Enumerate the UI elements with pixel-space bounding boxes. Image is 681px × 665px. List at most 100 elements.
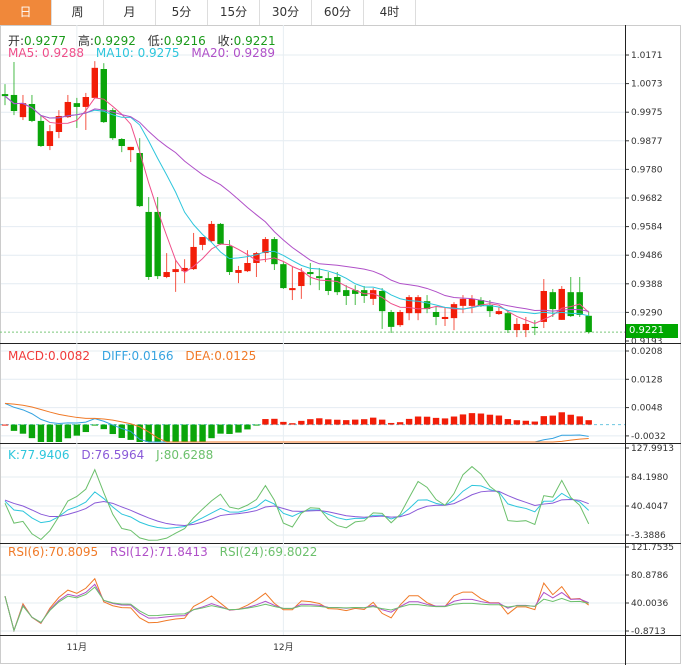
y-tick-label: 1.0171 (631, 51, 663, 61)
candle-down (477, 300, 485, 306)
candle-up (414, 297, 422, 314)
candle-down (432, 312, 440, 317)
y-tick-label: 40.0036 (631, 599, 668, 609)
candle-up (468, 298, 476, 306)
candle-up (459, 298, 467, 306)
candle-down (486, 305, 494, 312)
macd-bar (37, 424, 45, 442)
y-tick-label: 0.9780 (631, 165, 663, 175)
candle-up (540, 290, 547, 322)
candle-up (262, 239, 269, 254)
candle-up (199, 237, 206, 245)
y-tick-label: 0.9193 (631, 337, 663, 347)
macd-bar (46, 424, 54, 442)
candle-up (163, 272, 170, 277)
y-tick-label: 0.9290 (631, 308, 663, 318)
macd-bar (423, 416, 431, 425)
candle-down (217, 223, 224, 245)
macd-bar (307, 419, 314, 425)
candle-down (1, 94, 9, 97)
candle-down (154, 211, 161, 277)
candle-up (82, 97, 90, 107)
candle-up (522, 323, 530, 331)
candle-down (73, 103, 81, 107)
macd-bar (361, 419, 368, 425)
macd-bar (576, 416, 583, 425)
candle-up (396, 312, 404, 326)
macd-bar (486, 414, 494, 425)
macd-bar (208, 424, 215, 439)
macd-bar (414, 416, 422, 425)
macd-bar (271, 418, 278, 425)
y-tick-label: -0.8713 (631, 627, 666, 637)
macd-bar (235, 424, 242, 433)
dea-value: DEA:0.0125 (185, 349, 257, 363)
candle-down (504, 313, 512, 331)
macd-bar (504, 419, 512, 425)
y-tick-label: 121.7535 (631, 543, 674, 553)
rsi24-line (4, 586, 589, 633)
x-tick-label: 11月 (67, 642, 87, 653)
rsi6-value: RSI(6):70.8095 (8, 545, 99, 559)
candle-up (190, 246, 197, 270)
candle-down (28, 104, 36, 121)
open-label: 开: (8, 34, 25, 48)
j-value: J:80.6288 (156, 448, 214, 462)
d-value: D:76.5964 (81, 448, 145, 462)
tab-4[interactable]: 15分 (208, 0, 260, 25)
y-tick-label: -0.0032 (631, 432, 666, 442)
macd-bar (136, 424, 143, 442)
tab-3[interactable]: 5分 (156, 0, 208, 25)
candle-up (450, 304, 458, 319)
y-tick-label: 0.9682 (631, 194, 663, 204)
tab-7[interactable]: 4时 (364, 0, 416, 25)
macd-bar (118, 424, 125, 438)
macd-bar (280, 421, 287, 425)
macd-bar (459, 414, 467, 425)
candle-down (325, 278, 332, 291)
macd-bar (172, 424, 179, 442)
ma20-value: MA20: 0.9289 (191, 46, 276, 60)
ma-legend: MA5: 0.9288 MA10: 0.9275 MA20: 0.9289 (8, 46, 283, 60)
macd-bar (468, 413, 476, 425)
current-price-tag: 0.9221 (626, 324, 678, 338)
tab-1[interactable]: 周 (52, 0, 104, 25)
y-tick-label: -3.3886 (631, 531, 666, 541)
macd-bar (154, 424, 161, 442)
j-line (4, 465, 590, 541)
candle-up (181, 267, 188, 272)
macd-bar (396, 422, 404, 425)
candle-up (289, 288, 296, 291)
tab-0[interactable]: 日 (0, 0, 52, 25)
candle-up (369, 290, 377, 299)
macd-legend: MACD:0.0082 DIFF:0.0166 DEA:0.0125 (8, 349, 264, 363)
macd-bar (289, 423, 296, 425)
tab-5[interactable]: 30分 (260, 0, 312, 25)
macd-bar (253, 424, 260, 426)
y-tick-label: 80.8786 (631, 571, 668, 581)
tab-6[interactable]: 60分 (312, 0, 364, 25)
macd-bar (334, 419, 341, 425)
candle-up (244, 262, 251, 272)
macd-bar (352, 419, 359, 425)
macd-bar (217, 424, 224, 434)
y-tick-label: 0.9877 (631, 137, 663, 147)
macd-bar (190, 424, 197, 442)
candle-down (361, 290, 368, 296)
macd-bar (387, 422, 395, 425)
macd-bar (55, 424, 63, 442)
macd-bar (64, 424, 72, 439)
macd-bar (226, 424, 233, 434)
macd-bar (405, 418, 413, 425)
tab-2[interactable]: 月 (104, 0, 156, 25)
candle-up (64, 101, 72, 118)
macd-bar (82, 424, 90, 433)
candle-up (298, 272, 305, 287)
ohlc-legend: 开:0.9277 高:0.9292 低:0.9216 收:0.9221 (8, 32, 284, 49)
macd-bar (298, 420, 305, 425)
y-tick-label: 0.9975 (631, 108, 663, 118)
y-tick-label: 0.0128 (631, 375, 663, 385)
candle-down (316, 276, 323, 279)
candle-up (513, 323, 521, 331)
